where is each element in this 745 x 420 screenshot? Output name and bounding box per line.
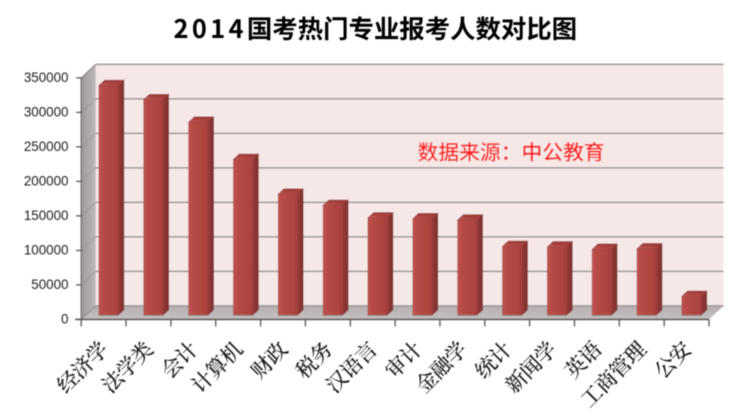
svg-text:300000: 300000 — [24, 105, 69, 120]
svg-text:0: 0 — [61, 312, 68, 327]
svg-text:250000: 250000 — [24, 139, 69, 154]
svg-text:100000: 100000 — [24, 243, 69, 258]
svg-text:150000: 150000 — [24, 208, 69, 223]
svg-text:50000: 50000 — [31, 277, 68, 292]
svg-text:350000: 350000 — [24, 70, 69, 85]
svg-text:200000: 200000 — [24, 174, 69, 189]
